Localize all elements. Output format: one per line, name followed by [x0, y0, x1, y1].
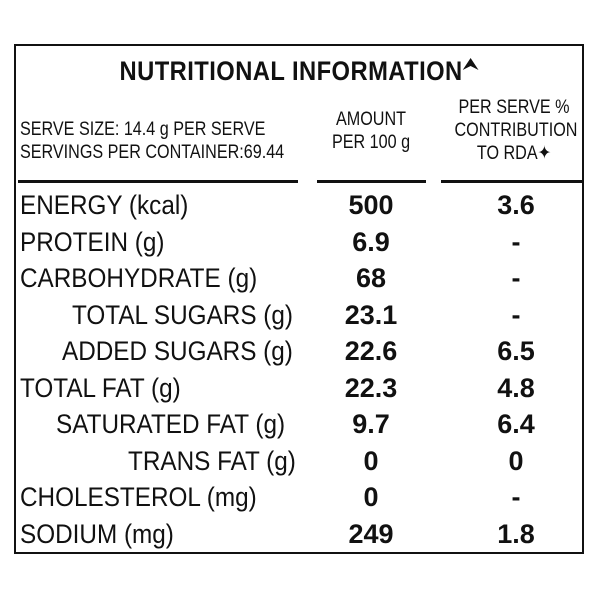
nutrient-name: ADDED SUGARS (g) — [62, 336, 293, 366]
nutrient-rda: - — [511, 226, 521, 257]
nutrient-amount: 68 — [355, 263, 387, 293]
nutrient-rda: 4.8 — [497, 372, 535, 403]
header-divider-left — [18, 180, 298, 183]
nutrient-amount: 23.1 — [344, 299, 398, 330]
nutrient-row-cholesterol: CHOLESTEROL (mg) 0 - — [16, 480, 582, 517]
panel-title-text: NUTRITIONAL INFORMATION — [119, 56, 463, 86]
nutrient-name: TOTAL FAT (g) — [20, 372, 181, 403]
nutrient-row-protein: PROTEIN (g) 6.9 - — [16, 225, 582, 262]
amount-column-header: AMOUNT PER 100 g — [324, 108, 418, 154]
nutrient-table: ENERGY (kcal) 500 3.6 PROTEIN (g) 6.9 - … — [16, 188, 582, 553]
serving-info: SERVE SIZE: 14.4 g PER SERVE SERVINGS PE… — [20, 118, 284, 164]
header-divider-right — [441, 180, 582, 183]
header-divider-middle — [317, 180, 426, 183]
panel-title: NUTRITIONAL INFORMATION — [50, 56, 548, 87]
nutrient-rda: - — [511, 299, 521, 330]
serve-size-text: SERVE SIZE: 14.4 g PER SERVE — [20, 119, 266, 140]
nutrient-amount: 0 — [363, 482, 379, 512]
nutrient-row-sodium: SODIUM (mg) 249 1.8 — [16, 517, 582, 554]
nutrient-rda: - — [511, 263, 521, 293]
nutrient-rda: 0 — [508, 445, 524, 476]
nutrient-amount: 249 — [348, 518, 394, 549]
nutrient-name: TRANS FAT (g) — [128, 445, 296, 476]
nutrient-row-total-fat: TOTAL FAT (g) 22.3 4.8 — [16, 371, 582, 408]
nutrient-name: SATURATED FAT (g) — [56, 409, 286, 439]
rda-header-line-1: PER SERVE % — [458, 97, 570, 118]
nutrient-amount: 22.3 — [344, 372, 398, 403]
nutrient-name: ENERGY (kcal) — [20, 190, 189, 220]
nutrient-rda: 3.6 — [497, 190, 535, 220]
nutrient-row-carbohydrate: CARBOHYDRATE (g) 68 - — [16, 261, 582, 298]
nutrient-rda: 6.5 — [497, 336, 535, 366]
nutrient-row-trans-fat: TRANS FAT (g) 0 0 — [16, 444, 582, 481]
nutrition-panel: NUTRITIONAL INFORMATION SERVE SIZE: 14.4… — [14, 44, 584, 554]
nutrient-row-added-sugars: ADDED SUGARS (g) 22.6 6.5 — [16, 334, 582, 371]
nutrient-name: CHOLESTEROL (mg) — [20, 482, 257, 512]
amount-header-line-1: AMOUNT — [336, 109, 406, 130]
nutrient-amount: 0 — [363, 445, 379, 476]
amount-header-line-2: PER 100 g — [331, 132, 411, 153]
arrowhead-icon — [462, 58, 479, 70]
nutrient-rda: 6.4 — [497, 409, 535, 439]
nutrient-rda: - — [511, 482, 521, 512]
nutrient-amount: 9.7 — [352, 409, 390, 439]
nutrient-amount: 500 — [348, 190, 394, 220]
nutrient-name: SODIUM (mg) — [20, 518, 174, 549]
nutrient-amount: 22.6 — [344, 336, 398, 366]
rda-header-line-2: CONTRIBUTION — [454, 120, 578, 141]
servings-per-container-text: SERVINGS PER CONTAINER:69.44 — [20, 142, 285, 163]
rda-column-header: PER SERVE % CONTRIBUTION TO RDA✦ — [454, 96, 578, 165]
nutrient-rda: 1.8 — [497, 518, 535, 549]
nutrient-name: TOTAL SUGARS (g) — [72, 299, 293, 330]
nutrient-row-total-sugars: TOTAL SUGARS (g) 23.1 - — [16, 298, 582, 335]
rda-header-line-3: TO RDA✦ — [476, 143, 552, 164]
nutrient-name: CARBOHYDRATE (g) — [20, 263, 258, 293]
nutrient-name: PROTEIN (g) — [20, 226, 165, 257]
nutrient-row-energy: ENERGY (kcal) 500 3.6 — [16, 188, 582, 225]
nutrient-amount: 6.9 — [352, 226, 390, 257]
nutrient-row-saturated-fat: SATURATED FAT (g) 9.7 6.4 — [16, 407, 582, 444]
